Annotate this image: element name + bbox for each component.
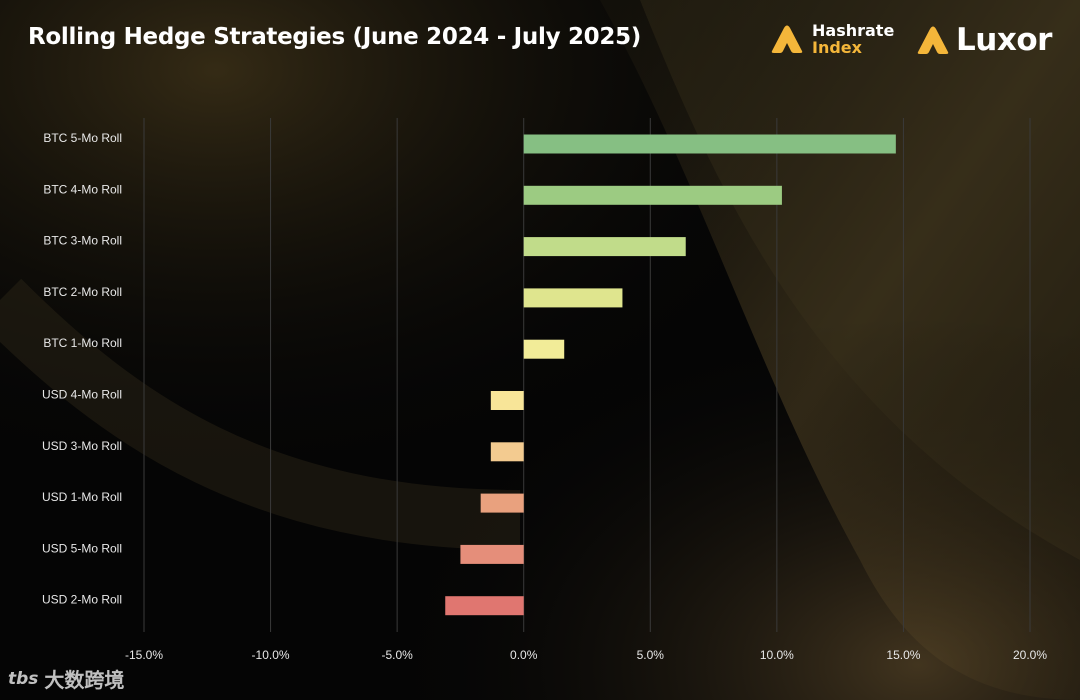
bar [460, 544, 524, 564]
x-tick-label: -15.0% [125, 648, 163, 662]
category-label: USD 3-Mo Roll [42, 439, 122, 453]
bar [523, 339, 565, 359]
x-tick-label: 0.0% [510, 648, 538, 662]
category-label: USD 5-Mo Roll [42, 541, 122, 555]
category-label: BTC 5-Mo Roll [43, 131, 122, 145]
watermark: tbs 大数跨境 [8, 664, 124, 693]
bar [490, 391, 524, 410]
x-tick-label: 5.0% [637, 648, 665, 662]
chart-title: Rolling Hedge Strategies (June 2024 - Ju… [28, 24, 641, 50]
x-tick-label: 15.0% [886, 648, 920, 662]
hashrate-brand-line1: Hashrate [812, 21, 895, 40]
bar [445, 596, 524, 616]
bars [445, 134, 896, 616]
bar [490, 442, 524, 462]
watermark-text: 大数跨境 [44, 668, 125, 692]
hashrate-logo-icon [771, 25, 803, 53]
x-tick-labels: -15.0% -10.0% -5.0% 0.0% 5.0% 10.0% 15.0% 20.0% [125, 648, 1047, 662]
x-tick-label: -10.0% [252, 648, 290, 662]
bar [523, 237, 686, 257]
luxor-logo-icon [917, 26, 949, 54]
watermark-logo-icon: tbs [8, 668, 39, 689]
bar [523, 134, 896, 154]
hashrate-index-logo: Hashrate Index [770, 22, 894, 56]
category-label: USD 4-Mo Roll [42, 388, 122, 402]
bar [523, 288, 623, 308]
luxor-logo: Luxor [916, 22, 1052, 58]
hashrate-brand-line2: Index [812, 38, 862, 57]
category-label: BTC 4-Mo Roll [43, 182, 122, 196]
luxor-brand-text: Luxor [956, 22, 1052, 58]
bar [523, 185, 782, 205]
x-tick-label: 10.0% [760, 648, 794, 662]
category-label: BTC 3-Mo Roll [43, 234, 122, 248]
category-label: BTC 1-Mo Roll [43, 336, 122, 350]
category-label: USD 1-Mo Roll [42, 490, 122, 504]
x-tick-label: -5.0% [381, 648, 413, 662]
bar [480, 493, 524, 513]
category-label: BTC 2-Mo Roll [43, 285, 122, 299]
category-label: USD 2-Mo Roll [42, 593, 122, 607]
gridlines [143, 118, 1031, 632]
category-labels: BTC 5-Mo Roll BTC 4-Mo Roll BTC 3-Mo Roll B… [42, 131, 122, 607]
x-tick-label: 20.0% [1013, 648, 1047, 662]
